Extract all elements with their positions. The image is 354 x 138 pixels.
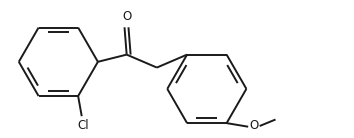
Text: O: O bbox=[250, 120, 259, 132]
Text: O: O bbox=[122, 10, 131, 23]
Text: Cl: Cl bbox=[78, 119, 89, 132]
